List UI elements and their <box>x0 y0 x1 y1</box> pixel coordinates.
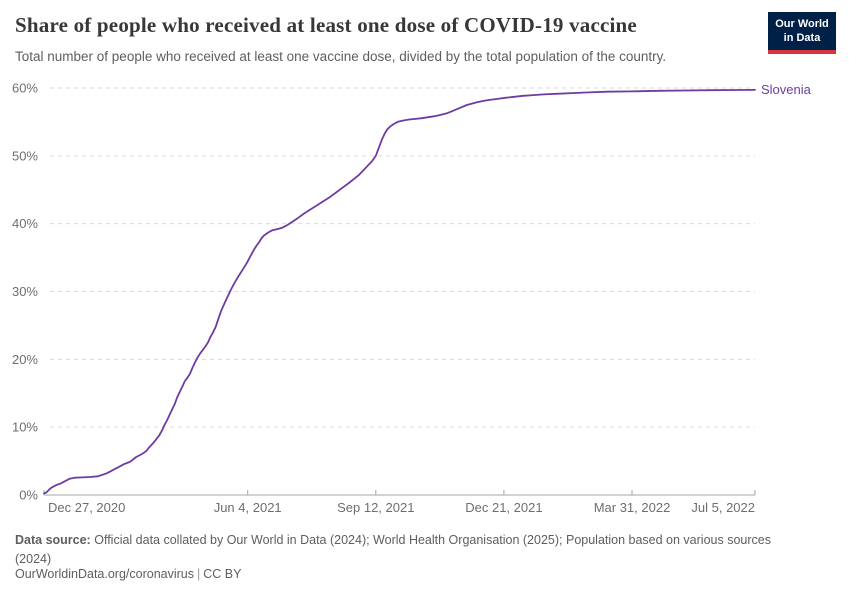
x-tick-label: Dec 27, 2020 <box>48 500 125 515</box>
data-source-text: Official data collated by Our World in D… <box>15 533 771 566</box>
owid-logo-line2: in Data <box>783 32 821 45</box>
x-tick-label: Jun 4, 2021 <box>214 500 282 515</box>
series-line-slovenia <box>43 89 756 495</box>
y-tick-label: 0% <box>19 488 38 503</box>
chart-canvas: 0% 10% 20% 30% 40% 50% 60% Dec 27, 2020 Jun 4, 2… <box>12 81 756 515</box>
y-tick-label: 10% <box>12 420 38 435</box>
x-tick-label: Jul 5, 2022 <box>691 500 755 515</box>
license-label: CC BY <box>203 567 242 581</box>
y-tick-label: 20% <box>12 352 38 367</box>
series-end-label: Slovenia <box>761 82 811 97</box>
y-tick-label: 30% <box>12 284 38 299</box>
owid-logo: Our World in Data <box>768 12 836 54</box>
owid-coronavirus-link[interactable]: OurWorldinData.org/coronavirus <box>15 567 195 581</box>
data-source-label: Data source: <box>15 533 91 547</box>
x-tick-label: Dec 21, 2021 <box>465 500 542 515</box>
page-title: Share of people who received at least on… <box>15 13 637 37</box>
x-tick-label: Mar 31, 2022 <box>594 500 671 515</box>
chart-subtitle: Total number of people who received at l… <box>15 49 667 64</box>
x-tick-label: Sep 12, 2021 <box>337 500 414 515</box>
y-tick-label: 60% <box>12 81 38 96</box>
y-tick-label: 50% <box>12 148 38 163</box>
footer-separator: | <box>197 567 201 581</box>
data-source-note: Data source: Official data collated by O… <box>15 531 805 569</box>
owid-logo-line1: Our World <box>775 18 829 30</box>
y-tick-label: 40% <box>12 216 38 231</box>
footer-links: OurWorldinData.org/coronavirus | CC BY <box>15 567 241 581</box>
